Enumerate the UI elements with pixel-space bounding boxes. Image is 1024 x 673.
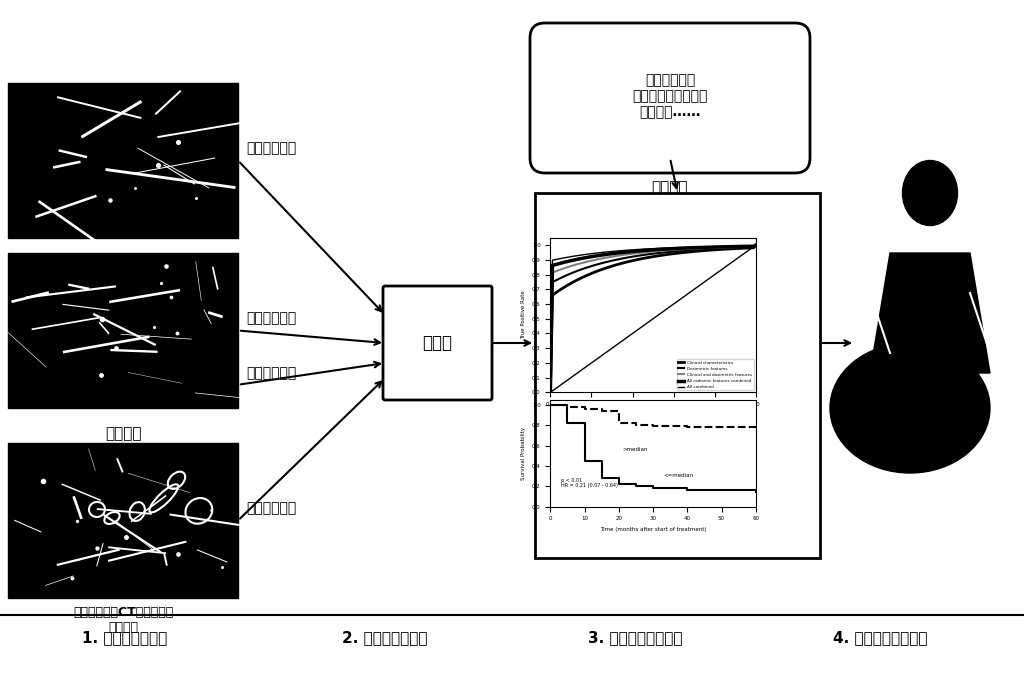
Text: 影像组学特征: 影像组学特征 bbox=[246, 365, 296, 380]
FancyBboxPatch shape bbox=[8, 83, 238, 238]
FancyBboxPatch shape bbox=[535, 193, 820, 558]
<=median bbox=[698, 423, 711, 431]
Text: 基因组学特征: 基因组学特征 bbox=[246, 141, 296, 155]
Text: 2. 特征定量化计算: 2. 特征定量化计算 bbox=[342, 631, 428, 645]
Text: 3. 建立疗效预测系统: 3. 建立疗效预测系统 bbox=[588, 631, 682, 645]
Ellipse shape bbox=[902, 160, 957, 225]
<=median bbox=[579, 405, 591, 413]
<=median bbox=[647, 422, 659, 430]
Text: 基因数据: 基因数据 bbox=[104, 256, 141, 271]
Text: p < 0.01
HR = 0.21 (0.07 - 0.64): p < 0.01 HR = 0.21 (0.07 - 0.64) bbox=[561, 478, 617, 489]
<=median bbox=[681, 423, 693, 431]
>median bbox=[579, 457, 591, 465]
>median bbox=[596, 474, 608, 482]
>median bbox=[681, 487, 693, 495]
Text: <=median: <=median bbox=[664, 472, 693, 478]
Text: 放射治疗计划CT图像及辐射
剂量分布: 放射治疗计划CT图像及辐射 剂量分布 bbox=[73, 606, 173, 634]
<=median bbox=[716, 423, 728, 431]
>median bbox=[716, 487, 728, 495]
Text: 特征库: 特征库 bbox=[423, 334, 453, 352]
Line: <=median: <=median bbox=[550, 405, 756, 427]
<=median bbox=[630, 421, 642, 429]
Line: >median: >median bbox=[550, 405, 756, 493]
>median bbox=[647, 485, 659, 493]
<=median bbox=[664, 422, 676, 430]
X-axis label: False Positive Rate: False Positive Rate bbox=[628, 413, 679, 418]
Ellipse shape bbox=[830, 343, 990, 473]
Text: 年龄，性别，
吸烟史，治疗反应，
生存时间……: 年龄，性别， 吸烟史，治疗反应， 生存时间…… bbox=[632, 73, 708, 119]
Polygon shape bbox=[870, 253, 990, 373]
FancyBboxPatch shape bbox=[8, 443, 238, 598]
Y-axis label: Survival Probability: Survival Probability bbox=[521, 427, 526, 480]
>median bbox=[732, 487, 744, 495]
FancyBboxPatch shape bbox=[530, 23, 810, 173]
Text: 病理图像: 病理图像 bbox=[104, 426, 141, 441]
Text: 1. 治疗前数据收集: 1. 治疗前数据收集 bbox=[82, 631, 168, 645]
X-axis label: Time (months after start of treatment): Time (months after start of treatment) bbox=[600, 527, 707, 532]
>median bbox=[561, 419, 573, 427]
Text: 临床数据: 临床数据 bbox=[651, 180, 688, 195]
<=median bbox=[732, 423, 744, 431]
Text: 剂量分布数据: 剂量分布数据 bbox=[246, 501, 296, 516]
>median bbox=[698, 487, 711, 495]
FancyBboxPatch shape bbox=[383, 286, 492, 400]
<=median bbox=[561, 403, 573, 411]
>median bbox=[544, 401, 556, 409]
<=median bbox=[544, 401, 556, 409]
Text: 4. 提供剂量调整建议: 4. 提供剂量调整建议 bbox=[833, 631, 928, 645]
>median bbox=[750, 489, 762, 497]
>median bbox=[664, 485, 676, 493]
Legend: Clinical characteristics, Dosimetric features, Clinical and dosimetric features,: Clinical characteristics, Dosimetric fea… bbox=[677, 359, 754, 390]
Text: 病理组学特征: 病理组学特征 bbox=[246, 312, 296, 326]
>median bbox=[612, 480, 625, 488]
Text: >median: >median bbox=[623, 447, 648, 452]
>median bbox=[630, 482, 642, 490]
<=median bbox=[612, 419, 625, 427]
<=median bbox=[750, 423, 762, 431]
Y-axis label: True Positive Rate: True Positive Rate bbox=[521, 291, 526, 339]
<=median bbox=[596, 407, 608, 415]
FancyBboxPatch shape bbox=[8, 253, 238, 408]
